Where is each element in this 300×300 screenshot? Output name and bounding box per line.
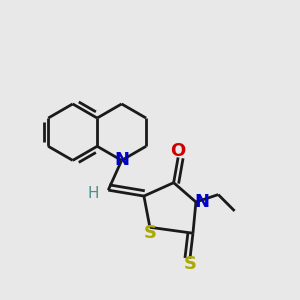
Text: O: O	[170, 142, 186, 160]
Text: S: S	[143, 224, 156, 242]
Text: N: N	[114, 152, 129, 169]
Text: S: S	[184, 255, 196, 273]
Text: H: H	[88, 186, 99, 201]
Text: N: N	[194, 193, 209, 211]
